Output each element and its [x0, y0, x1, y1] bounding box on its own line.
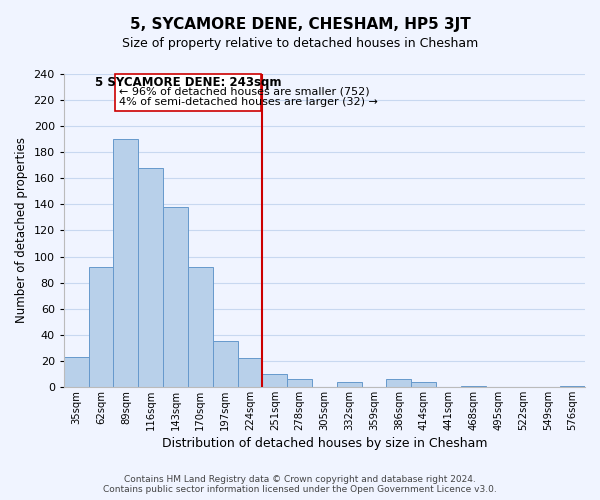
Bar: [213, 342, 238, 387]
X-axis label: Distribution of detached houses by size in Chesham: Distribution of detached houses by size …: [161, 437, 487, 450]
FancyBboxPatch shape: [115, 74, 261, 110]
Bar: [89, 267, 113, 387]
Text: Contains HM Land Registry data © Crown copyright and database right 2024.: Contains HM Land Registry data © Crown c…: [124, 475, 476, 484]
Bar: [163, 207, 188, 387]
Bar: [560, 386, 585, 387]
Bar: [238, 358, 262, 387]
Y-axis label: Number of detached properties: Number of detached properties: [15, 138, 28, 324]
Text: 5 SYCAMORE DENE: 243sqm: 5 SYCAMORE DENE: 243sqm: [95, 76, 281, 89]
Bar: [461, 386, 486, 387]
Text: Contains public sector information licensed under the Open Government Licence v3: Contains public sector information licen…: [103, 485, 497, 494]
Text: Size of property relative to detached houses in Chesham: Size of property relative to detached ho…: [122, 38, 478, 51]
Bar: [138, 168, 163, 387]
Bar: [287, 379, 312, 387]
Bar: [188, 267, 213, 387]
Text: 5, SYCAMORE DENE, CHESHAM, HP5 3JT: 5, SYCAMORE DENE, CHESHAM, HP5 3JT: [130, 18, 470, 32]
Bar: [113, 139, 138, 387]
Text: ← 96% of detached houses are smaller (752): ← 96% of detached houses are smaller (75…: [119, 86, 370, 97]
Bar: [64, 357, 89, 387]
Bar: [337, 382, 362, 387]
Bar: [411, 382, 436, 387]
Bar: [262, 374, 287, 387]
Text: 4% of semi-detached houses are larger (32) →: 4% of semi-detached houses are larger (3…: [119, 98, 378, 108]
Bar: [386, 379, 411, 387]
